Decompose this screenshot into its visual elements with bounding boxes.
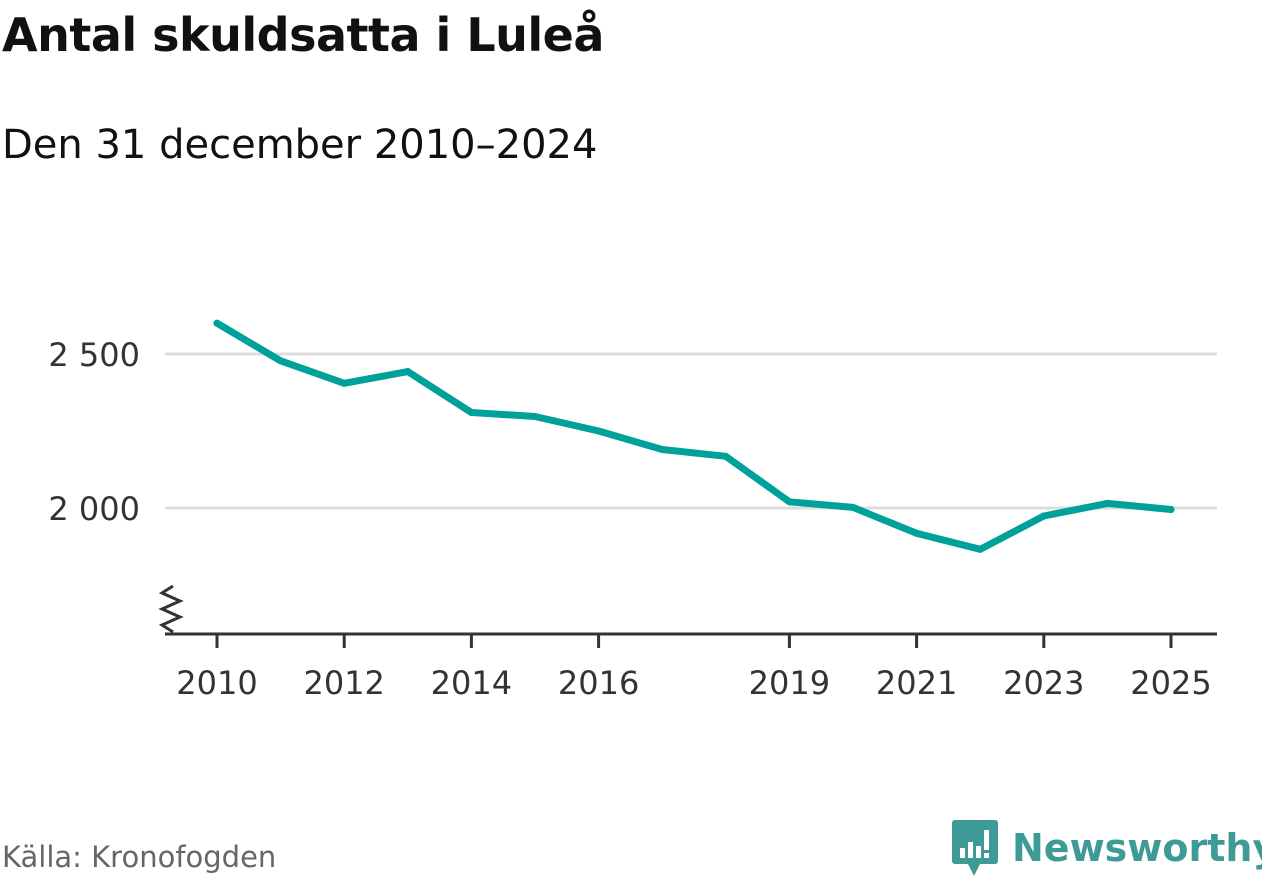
axis-break-zigzag bbox=[158, 584, 184, 634]
x-axis-labels: 2010 2012 2014 2016 2019 2021 2023 2025 bbox=[176, 664, 1211, 702]
data-point-2022 bbox=[976, 545, 984, 553]
data-point-2018 bbox=[722, 452, 730, 460]
x-tick-label: 2021 bbox=[876, 664, 957, 702]
source-note: Källa: Kronofogden bbox=[2, 840, 277, 874]
x-tick-label: 2023 bbox=[1003, 664, 1084, 702]
chart-subtitle: Den 31 december 2010–2024 bbox=[2, 122, 598, 168]
data-point-2019 bbox=[785, 498, 793, 506]
series bbox=[213, 319, 1175, 553]
data-point-2014 bbox=[467, 409, 475, 417]
data-point-2016 bbox=[595, 427, 603, 435]
x-tick-label: 2010 bbox=[176, 664, 257, 702]
y-axis-labels: 2 000 2 500 bbox=[48, 336, 140, 528]
chart-title: Antal skuldsatta i Luleå bbox=[2, 8, 604, 62]
y-tick-label: 2 000 bbox=[48, 490, 140, 528]
x-axis bbox=[165, 632, 1217, 648]
x-tick-label: 2014 bbox=[431, 664, 512, 702]
series-line bbox=[213, 319, 1175, 553]
x-tick-label: 2012 bbox=[303, 664, 384, 702]
x-tick-label: 2016 bbox=[558, 664, 639, 702]
data-point-2025 bbox=[1167, 506, 1175, 514]
data-point-2021 bbox=[913, 529, 921, 537]
data-point-2017 bbox=[658, 445, 666, 453]
x-tick-label: 2019 bbox=[749, 664, 830, 702]
data-point-2024 bbox=[1103, 499, 1111, 507]
brand-logo: Newsworthy bbox=[950, 818, 1262, 878]
data-point-2011 bbox=[277, 357, 285, 365]
y-axis-break bbox=[158, 584, 184, 634]
data-point-2012 bbox=[340, 379, 348, 387]
data-point-2015 bbox=[531, 413, 539, 421]
gridlines bbox=[165, 352, 1217, 510]
y-tick-label: 2 500 bbox=[48, 336, 140, 374]
data-point-2013 bbox=[404, 368, 412, 376]
data-point-2020 bbox=[849, 503, 857, 511]
data-point-2010 bbox=[213, 319, 221, 327]
brand-name: Newsworthy bbox=[1012, 826, 1262, 870]
newsworthy-icon bbox=[952, 820, 998, 876]
x-tick-label: 2025 bbox=[1130, 664, 1211, 702]
data-point-2023 bbox=[1040, 512, 1048, 520]
